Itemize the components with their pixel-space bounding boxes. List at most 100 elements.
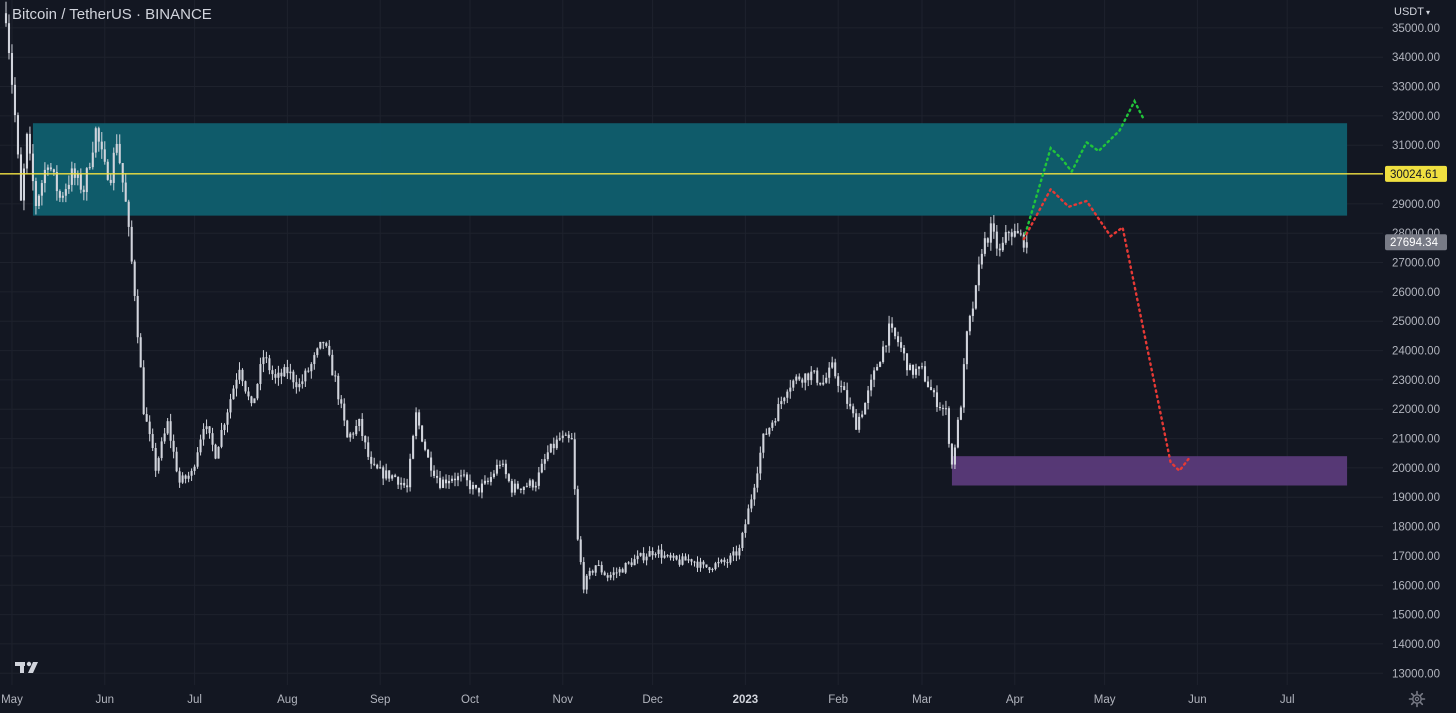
candle-body <box>232 388 235 400</box>
candle-body <box>819 382 822 385</box>
price-tick-label: 35000.00 <box>1392 23 1440 35</box>
candle-body <box>852 406 855 414</box>
candle-body <box>106 161 109 180</box>
time-tick-label: May <box>1 694 23 706</box>
candle-body <box>438 477 442 488</box>
candle-body <box>834 362 837 377</box>
candle-body <box>40 183 43 196</box>
candle-body <box>786 391 789 398</box>
candle-body <box>256 383 259 399</box>
candle-body <box>307 370 310 372</box>
candle-body <box>295 382 298 388</box>
candle-body <box>669 555 672 558</box>
candle-body <box>977 264 980 286</box>
candle-body <box>274 374 277 378</box>
candle-body <box>888 323 891 346</box>
candle-body <box>765 433 768 435</box>
candles <box>4 1 1028 594</box>
candle-body <box>974 285 977 309</box>
candle-body <box>400 482 403 485</box>
candle-body <box>953 447 956 465</box>
candle-body <box>441 479 445 488</box>
gear-icon[interactable] <box>1408 690 1426 708</box>
candle-body <box>723 559 726 563</box>
candle-body <box>492 473 495 478</box>
candle-body <box>735 551 738 556</box>
candle-body <box>403 482 406 486</box>
candle-body <box>477 487 481 493</box>
price-tick-label: 21000.00 <box>1392 434 1440 446</box>
candle-body <box>720 559 723 562</box>
candle-body <box>418 412 421 426</box>
candle-body <box>965 331 968 365</box>
candle-body <box>313 355 316 365</box>
candle-body <box>409 458 412 488</box>
candle-body <box>591 570 594 573</box>
candle-body <box>651 550 654 556</box>
candle-body <box>187 475 190 479</box>
candle-body <box>792 380 795 388</box>
candle-body <box>594 565 597 573</box>
candle-body <box>483 480 486 484</box>
candle-body <box>31 153 34 182</box>
candle-body <box>325 343 328 346</box>
tradingview-logo-icon <box>15 661 38 673</box>
candle-body <box>944 408 947 410</box>
candle-body <box>917 366 921 369</box>
candle-body <box>894 327 897 337</box>
candle-body <box>831 362 834 368</box>
candle-body <box>1007 232 1010 234</box>
candle-body <box>864 402 867 415</box>
candle-body <box>130 226 133 262</box>
candle-body <box>88 167 91 169</box>
candle-body <box>756 473 759 488</box>
candle-body <box>181 475 184 483</box>
candle-body <box>79 174 82 190</box>
candle-body <box>606 575 609 578</box>
candle-body <box>238 369 241 380</box>
candle-body <box>121 163 124 183</box>
candle-body <box>962 364 965 408</box>
candle-body <box>879 362 882 367</box>
candle-body <box>148 421 151 435</box>
candle-body <box>690 559 693 562</box>
candle-body <box>507 474 510 482</box>
candle-body <box>534 485 537 488</box>
candle-body <box>959 407 962 420</box>
candle-body <box>630 562 633 566</box>
candle-body <box>747 508 750 525</box>
time-tick-label: Jun <box>1188 694 1207 706</box>
candle-body <box>950 443 953 465</box>
candle-body <box>612 572 615 575</box>
time-tick-label: Jun <box>95 694 114 706</box>
candle-body <box>561 435 564 439</box>
candle-body <box>609 574 612 578</box>
candle-body <box>585 575 588 590</box>
candle-body <box>70 168 73 185</box>
candle-body <box>459 475 463 477</box>
last-price-label: 27694.34 <box>1390 237 1439 249</box>
price-tick-label: 15000.00 <box>1392 610 1440 622</box>
candle-body <box>546 452 549 460</box>
currency-dropdown[interactable]: USDT ▾ <box>1394 6 1430 18</box>
candle-body <box>19 154 23 201</box>
candle-body <box>376 464 379 469</box>
candle-body <box>436 475 439 478</box>
candle-body <box>642 553 645 561</box>
time-axis: May Jun Jul Aug Sep Oct Nov Dec 2023 Feb Mar Apr May… <box>1 694 1294 706</box>
price-tick-label: 20000.00 <box>1392 463 1440 475</box>
candle-body <box>139 337 142 368</box>
candle-body <box>352 433 355 435</box>
candle-body <box>412 435 415 459</box>
candle-body <box>151 434 154 448</box>
price-tick-label: 19000.00 <box>1392 492 1440 504</box>
time-tick-label: Nov <box>553 694 574 706</box>
candle-body <box>471 485 475 490</box>
candle-body <box>519 488 522 491</box>
candle-body <box>762 433 765 453</box>
candle-body <box>196 452 199 467</box>
candle-body <box>82 189 85 193</box>
candle-body <box>899 342 903 348</box>
